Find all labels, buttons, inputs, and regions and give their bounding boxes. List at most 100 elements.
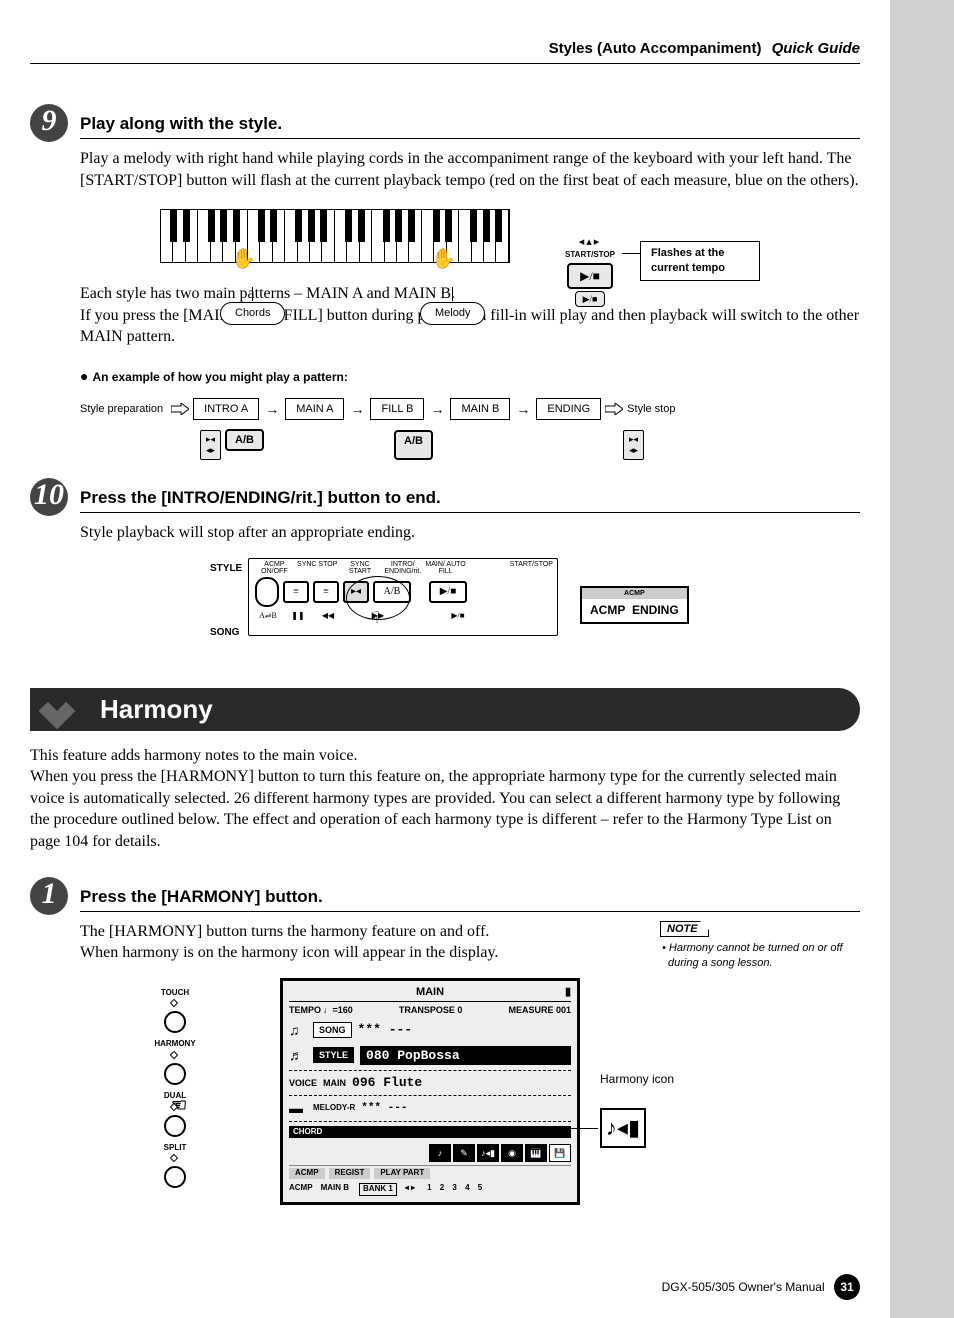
acmp-onoff-button xyxy=(255,577,279,607)
style-prep-label: Style preparation xyxy=(80,403,163,415)
start-stop-small: ▶/■ xyxy=(575,291,605,307)
step-1-title: Press the [HARMONY] button. xyxy=(80,877,860,912)
main-b-value: MAIN B xyxy=(321,1183,349,1196)
harmony-button: HARMONY☜ xyxy=(140,1039,210,1085)
lcd-bottom-values: ACMP MAIN B BANK 1 ◂ ▸ 1 2 3 4 5 xyxy=(289,1181,571,1198)
style-value: 080 PopBossa xyxy=(360,1046,571,1066)
lcd-status-headers: ACMP REGIST PLAY PART xyxy=(289,1165,571,1181)
note-icon: ♫ xyxy=(289,1021,307,1040)
arrow-icon: → xyxy=(265,401,279,417)
voice-label: VOICE xyxy=(289,1077,317,1089)
arrow-icon: → xyxy=(350,401,364,417)
sync-stop-button: ≡ xyxy=(283,581,309,603)
sync-mini-button: ▸◂◂▸ xyxy=(623,430,644,460)
pointing-finger-icon: ☟ xyxy=(370,608,380,630)
regist-hdr: REGIST xyxy=(329,1168,371,1179)
main-value: 096 Flute xyxy=(352,1074,422,1092)
song-tag: SONG xyxy=(313,1022,352,1038)
step-10-body: Style playback will stop after an approp… xyxy=(80,522,860,648)
button-column: TOUCH HARMONY☜ DUAL SPLIT xyxy=(140,988,210,1194)
melody-label: Melody xyxy=(420,302,485,325)
step-10-text: Style playback will stop after an approp… xyxy=(80,522,860,544)
acmp-label: ACMP xyxy=(590,603,625,617)
note-box: NOTE • Harmony cannot be turned on or of… xyxy=(660,921,850,970)
right-hand-icon: ✋ xyxy=(431,246,456,273)
lcd-style-row: ♬ STYLE 080 PopBossa xyxy=(289,1043,571,1069)
style-tag: STYLE xyxy=(313,1047,354,1063)
ending-value: ENDING xyxy=(632,603,679,617)
sync-start-button: ≡ xyxy=(313,581,339,603)
chords-label-group: Chords xyxy=(220,287,285,325)
start-stop-button: ▶/■ xyxy=(567,263,613,289)
header-section: Styles (Auto Accompaniment) xyxy=(549,40,762,57)
manual-page: Styles (Auto Accompaniment) Quick Guide … xyxy=(0,0,890,1318)
page-footer: DGX-505/305 Owner's Manual 31 xyxy=(662,1274,860,1300)
intro-a-box: INTRO A xyxy=(193,398,259,420)
lcd-mini-icon: 💾 xyxy=(549,1144,571,1162)
style-icon: ♬ xyxy=(289,1046,307,1065)
panel-headers: ACMP ON/OFF SYNC STOP SYNC START INTRO/ … xyxy=(249,559,557,575)
lcd-mini-icon: ♪ xyxy=(429,1144,451,1162)
note-header: NOTE xyxy=(660,921,709,938)
harmony-icon: ♪◂▮ xyxy=(477,1144,499,1162)
flash-connector xyxy=(622,253,640,254)
step-9-header: 9 Play along with the style. xyxy=(30,104,860,142)
arrow-icon xyxy=(605,403,623,415)
sync-mini-button: ▸◂◂▸ xyxy=(200,430,221,460)
acmp-header: ACMP xyxy=(582,588,687,599)
harmony-title: Harmony xyxy=(100,694,213,724)
main-tag: MAIN xyxy=(323,1077,346,1089)
style-stop-label: Style stop xyxy=(627,403,675,415)
harmony-body: This feature adds harmony notes to the m… xyxy=(30,745,860,853)
tempo-arrows-icon: ◂▴▸ xyxy=(560,235,620,250)
pattern-buttons-row: ▸◂◂▸ A/B A/B ▸◂◂▸ xyxy=(80,430,860,460)
lcd-measure: MEASURE 001 xyxy=(508,1004,571,1016)
keyboard-graphic: ✋ ✋ xyxy=(160,209,510,263)
pattern-example-title: ●An example of how you might play a patt… xyxy=(80,368,860,384)
lcd-transpose: TRANSPOSE 0 xyxy=(399,1004,463,1016)
step-number-9: 9 xyxy=(30,104,68,142)
diamond-icon xyxy=(39,692,76,729)
step-1-header: 1 Press the [HARMONY] button. xyxy=(30,877,860,915)
style-label: STYLE xyxy=(210,562,242,576)
song-label: SONG xyxy=(210,626,239,640)
acmp-hdr: ACMP xyxy=(289,1168,325,1179)
part-numbers: 1 2 3 4 5 xyxy=(427,1183,485,1196)
lcd-status-row: TEMPO ♩=160 TRANSPOSE 0 MEASURE 001 xyxy=(289,1002,571,1018)
fill-b-box: FILL B xyxy=(370,398,424,420)
step-number-1: 1 xyxy=(30,877,68,915)
keyboard-diagram: Accompaniment range ✋ ✋ Chords xyxy=(160,209,780,263)
arrow-icon: → xyxy=(516,401,530,417)
note-text: • Harmony cannot be turned on or off dur… xyxy=(660,941,850,970)
ab-button: A/B xyxy=(225,429,264,451)
step-10-title: Press the [INTRO/ENDING/rit.] button to … xyxy=(80,478,860,513)
step-9-title: Play along with the style. xyxy=(80,104,860,139)
harmony-section-bar: Harmony xyxy=(30,688,860,731)
flash-note-box: Flashes at the current tempo xyxy=(640,241,760,281)
page-header: Styles (Auto Accompaniment) Quick Guide xyxy=(30,40,860,64)
touch-button: TOUCH xyxy=(140,988,210,1034)
arrow-icon xyxy=(171,403,189,415)
melody-r-label: MELODY-R xyxy=(313,1103,355,1114)
harmony-connector xyxy=(526,1128,598,1129)
lcd-voice-row: VOICE MAIN 096 Flute xyxy=(289,1073,571,1093)
start-stop-button: ▶/■ xyxy=(429,581,467,603)
lcd-display: MAIN▮ TEMPO ♩=160 TRANSPOSE 0 MEASURE 00… xyxy=(280,978,580,1205)
lcd-mini-icon: ◉ xyxy=(501,1144,523,1162)
acmp-ending-display: ACMP ACMP ENDING xyxy=(580,586,689,625)
pattern-flow: Style preparation INTRO A → MAIN A → FIL… xyxy=(80,398,860,420)
playpart-hdr: PLAY PART xyxy=(374,1168,430,1179)
main-b-box: MAIN B xyxy=(450,398,510,420)
arrow-icon: → xyxy=(430,401,444,417)
lcd-title: MAIN▮ xyxy=(289,985,571,1002)
start-stop-label: START/STOP xyxy=(560,250,620,261)
melody-label-group: Melody xyxy=(420,287,485,325)
step-number-10: 10 xyxy=(30,478,68,516)
header-guide: Quick Guide xyxy=(772,40,860,57)
chords-label: Chords xyxy=(220,302,285,325)
lcd-song-row: ♫ SONG *** --- xyxy=(289,1018,571,1043)
lcd-mini-icon: 🎹 xyxy=(525,1144,547,1162)
step-10-header: 10 Press the [INTRO/ENDING/rit.] button … xyxy=(30,478,860,516)
bank-value: BANK 1 xyxy=(359,1183,397,1196)
footer-label: DGX-505/305 Owner's Manual xyxy=(662,1280,825,1294)
